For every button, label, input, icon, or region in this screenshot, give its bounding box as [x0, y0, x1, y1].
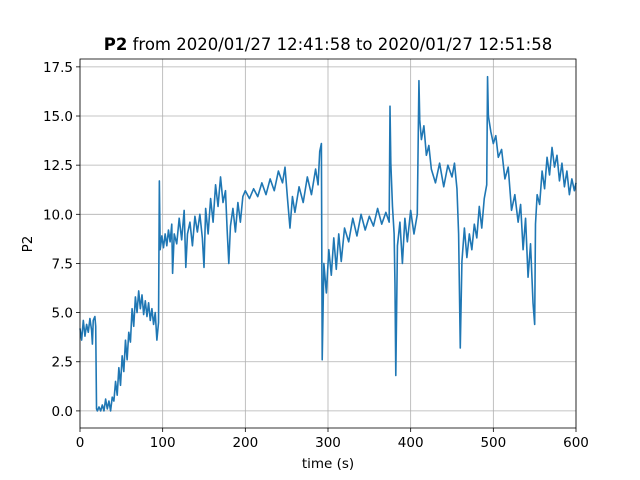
- y-tick-label: 0.0: [52, 404, 73, 420]
- y-tick-label: 2.5: [52, 355, 73, 371]
- x-tick-label: 400: [398, 435, 424, 451]
- x-tick-label: 300: [315, 435, 341, 451]
- x-tick-label: 500: [480, 435, 506, 451]
- x-tick-label: 0: [76, 435, 85, 451]
- axes-frame: [79, 58, 577, 429]
- y-tick-label: 5.0: [52, 306, 73, 322]
- x-tick-label: 600: [563, 435, 589, 451]
- x-tick-label: 100: [150, 435, 176, 451]
- y-axis-label: P2: [20, 236, 36, 253]
- y-tick-label: 15.0: [43, 109, 73, 125]
- y-tick-label: 7.5: [52, 256, 73, 272]
- x-axis-label: time (s): [302, 456, 354, 472]
- x-tick-label: 200: [232, 435, 258, 451]
- y-tick-label: 12.5: [43, 158, 73, 174]
- title-rest: from 2020/01/27 12:41:58 to 2020/01/27 1…: [133, 35, 553, 54]
- title-bold: P2: [104, 35, 128, 54]
- y-tick-label: 17.5: [43, 60, 73, 76]
- y-tick-label: 10.0: [43, 207, 73, 223]
- data-line: [79, 75, 577, 412]
- chart-title: P2 from 2020/01/27 12:41:58 to 2020/01/2…: [104, 35, 552, 54]
